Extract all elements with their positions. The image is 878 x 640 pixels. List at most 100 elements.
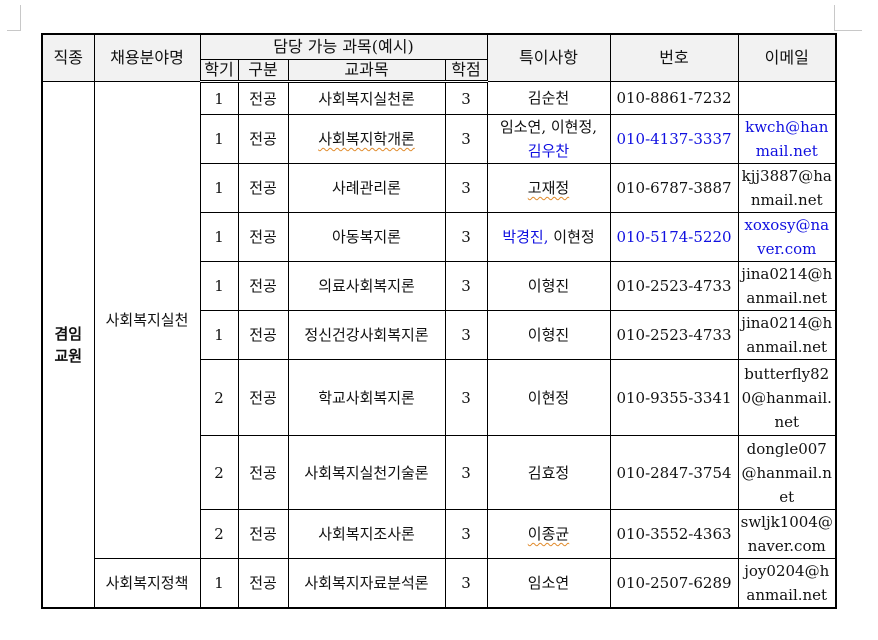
email-cell: dongle007@hanmail.net <box>737 435 837 510</box>
email-cell: joy0204@hanmail.net <box>737 558 837 609</box>
notes-text: 임소연, 이현정, <box>499 118 598 136</box>
course-cell: 사회복지학개론 <box>287 114 446 164</box>
category-cell: 전공 <box>237 435 289 510</box>
phone-cell: 010-2507-6289 <box>609 558 739 609</box>
table-row: 2 전공 사회복지실천기술론 3 김효정 010-2847-3754 dongle007@h… <box>42 435 837 510</box>
phone-cell: 010-5174-5220 <box>609 212 739 262</box>
recruitment-table: 직종 채용분야명 담당 가능 과목(예시) 특이사항 번호 이메일 학기 구분 … <box>41 33 837 609</box>
header-email: 이메일 <box>737 33 837 82</box>
course-cell: 사회복지조사론 <box>287 509 446 559</box>
credits-cell: 3 <box>444 310 488 360</box>
course-cell: 의료사회복지론 <box>287 261 446 311</box>
category-cell: 전공 <box>237 114 289 164</box>
course-name: 사회복지조사론 <box>318 525 415 543</box>
header-job-type: 직종 <box>41 33 95 82</box>
credits-cell: 3 <box>444 114 488 164</box>
page-corner-mark <box>20 5 21 30</box>
category-cell: 전공 <box>237 81 289 115</box>
notes-text: 이현정 <box>553 228 595 246</box>
phone-cell: 010-4137-3337 <box>609 114 739 164</box>
job-type-cell: 겸임 교원 <box>41 81 95 609</box>
table-row: 겸임 교원 사회복지실천 1 전공 사회복지실천론 3 김순천 010-8861-7232 <box>41 81 837 609</box>
category-cell: 전공 <box>237 558 289 609</box>
course-name: 사회복지실천론 <box>318 89 415 108</box>
notes-text-highlight: 김우찬 <box>527 142 570 160</box>
notes-cell: 박경진, 이현정 <box>486 212 611 262</box>
table-row: 1 전공 사회복지학개론 3 임소연, 이현정, 김우찬 010-4137-3337 kwch… <box>42 114 837 164</box>
notes-text: 김효정 <box>527 463 570 482</box>
course-cell: 학교사회복지론 <box>287 359 446 436</box>
phone-cell: 010-2847-3754 <box>609 435 739 510</box>
phone-cell: 010-3552-4363 <box>609 509 739 559</box>
notes-cell: 김효정 <box>486 435 611 510</box>
semester-cell: 1 <box>199 114 239 164</box>
header-credits: 학점 <box>444 59 488 83</box>
table-row: 2 전공 학교사회복지론 3 이현정 010-9355-3341 butterfly820@… <box>42 359 837 436</box>
course-name: 학교사회복지론 <box>318 388 415 407</box>
semester-cell: 1 <box>199 261 239 311</box>
notes-text: 이형진 <box>527 277 570 295</box>
page-corner-mark <box>7 30 21 31</box>
field-cell: 사회복지정책 <box>93 558 201 609</box>
course-cell: 사회복지자료분석론 <box>287 558 446 609</box>
notes-text: 고재정 <box>527 179 570 197</box>
notes-cell: 이종균 <box>486 509 611 559</box>
notes-cell: 김순천 <box>486 81 611 115</box>
header-subjects-group: 담당 가능 과목(예시) <box>199 33 488 60</box>
credits-cell: 3 <box>444 81 488 115</box>
notes-cell: 임소연, 이현정, 김우찬 <box>486 114 611 164</box>
semester-cell: 1 <box>199 81 239 115</box>
semester-cell: 1 <box>199 310 239 360</box>
category-cell: 전공 <box>237 163 289 213</box>
semester-cell: 2 <box>199 359 239 436</box>
credits-cell: 3 <box>444 261 488 311</box>
course-cell: 아동복지론 <box>287 212 446 262</box>
semester-cell: 1 <box>199 558 239 609</box>
credits-cell: 3 <box>444 163 488 213</box>
email-cell: butterfly820@hanmail.net <box>737 359 837 436</box>
category-cell: 전공 <box>237 310 289 360</box>
notes-text: 임소연 <box>527 574 570 592</box>
credits-cell: 3 <box>444 435 488 510</box>
field-cell: 사회복지실천 <box>93 81 201 559</box>
notes-text: 김순천 <box>527 89 570 107</box>
notes-cell: 이현정 <box>486 359 611 436</box>
semester-cell: 2 <box>199 509 239 559</box>
page-corner-mark <box>834 30 862 31</box>
notes-text: 이형진 <box>527 326 570 344</box>
course-name: 아동복지론 <box>331 228 401 246</box>
header-field: 채용분야명 <box>93 33 201 82</box>
course-name: 사회복지학개론 <box>318 130 415 148</box>
table-row: 1 전공 정신건강사회복지론 3 이형진 010-2523-4733 jina0214@ha… <box>42 310 837 360</box>
semester-cell: 2 <box>199 435 239 510</box>
phone-cell: 010-9355-3341 <box>609 359 739 436</box>
notes-text-highlight: 박경진, <box>502 228 554 246</box>
course-cell: 사회복지실천기술론 <box>287 435 446 510</box>
category-cell: 전공 <box>237 261 289 311</box>
header-semester: 학기 <box>199 59 239 83</box>
email-cell: kjj3887@hanmail.net <box>737 163 837 213</box>
header-notes: 특이사항 <box>486 33 611 82</box>
table-row: 사회복지정책 1 전공 사회복지자료분석론 3 임소연 010-2507-6289 joy02… <box>42 558 837 609</box>
email-cell: jina0214@hanmail.net <box>737 310 837 360</box>
credits-cell: 3 <box>444 359 488 436</box>
category-cell: 전공 <box>237 212 289 262</box>
table-row: 2 전공 사회복지조사론 3 이종균 010-3552-4363 swljk1004@nav… <box>42 509 837 559</box>
email-cell: kwch@hanmail.net <box>737 114 837 164</box>
phone-cell: 010-6787-3887 <box>609 163 739 213</box>
credits-cell: 3 <box>444 558 488 609</box>
header-course: 교과목 <box>287 59 446 83</box>
semester-cell: 1 <box>199 163 239 213</box>
course-cell: 사례관리론 <box>287 163 446 213</box>
notes-cell: 이형진 <box>486 310 611 360</box>
category-cell: 전공 <box>237 509 289 559</box>
credits-cell: 3 <box>444 212 488 262</box>
credits-cell: 3 <box>444 509 488 559</box>
course-name: 정신건강사회복지론 <box>304 326 429 344</box>
email-cell: swljk1004@naver.com <box>737 509 837 559</box>
header-phone: 번호 <box>609 33 739 82</box>
notes-cell: 고재정 <box>486 163 611 213</box>
semester-cell: 1 <box>199 212 239 262</box>
course-cell: 사회복지실천론 <box>287 81 446 115</box>
phone-cell: 010-8861-7232 <box>609 81 739 115</box>
